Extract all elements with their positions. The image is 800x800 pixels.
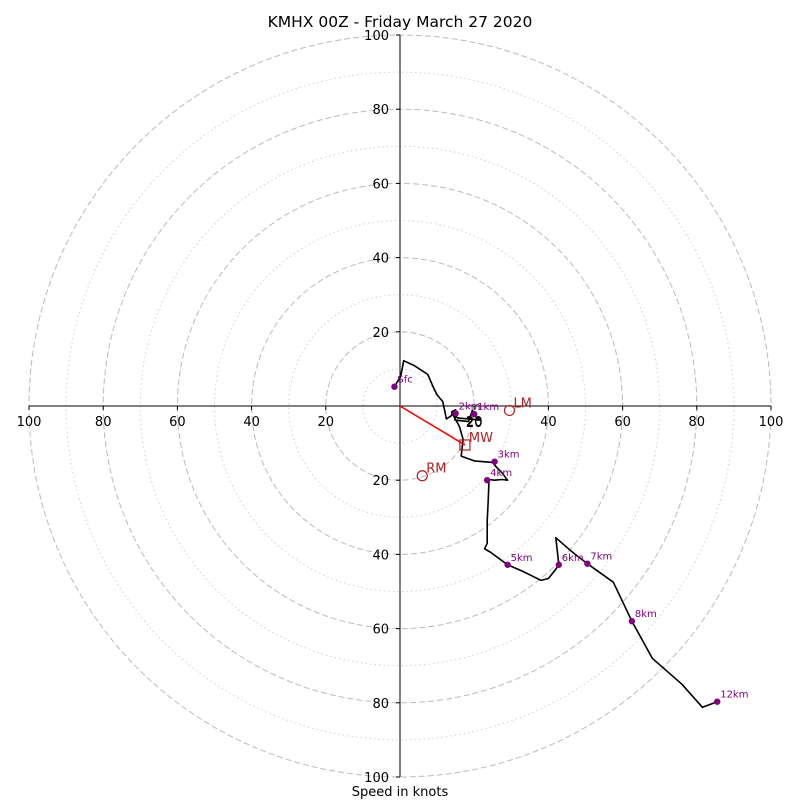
chart-title: KMHX 00Z - Friday March 27 2020 xyxy=(268,13,533,31)
height-label-4km: 4km xyxy=(490,468,512,479)
x-tick-label: 40 xyxy=(540,415,557,430)
x-tick-label: 20 xyxy=(318,415,335,430)
height-label-3km: 3km xyxy=(498,450,520,461)
height-label-12km: 12km xyxy=(720,690,748,701)
y-tick-label: 100 xyxy=(364,771,389,786)
y-tick-label: 40 xyxy=(372,252,389,267)
height-point-2km xyxy=(452,410,459,417)
height-point-6km xyxy=(555,561,562,568)
storm-motion-lm-marker xyxy=(503,404,516,417)
height-point-7km xyxy=(584,560,591,567)
y-tick-label: 100 xyxy=(364,29,389,44)
x-tick-label: 100 xyxy=(17,415,42,430)
height-label-6km: 6km xyxy=(562,553,584,564)
x-tick-label: 60 xyxy=(614,415,631,430)
storm-motion-rm-marker xyxy=(416,470,428,482)
storm-motion-mw-label: MW xyxy=(469,431,493,446)
storm-motion-rm-label: RM xyxy=(426,462,446,477)
height-point-5km xyxy=(504,561,511,568)
height-label-sfc: Sfc xyxy=(397,375,412,386)
height-point-3km xyxy=(491,458,498,465)
x-axis-label: Speed in knots xyxy=(352,785,449,800)
height-label-1km: 1km xyxy=(477,402,499,413)
y-tick-label: 60 xyxy=(372,177,389,192)
height-point-12km xyxy=(714,698,721,705)
x-tick-label: 100 xyxy=(759,415,784,430)
height-point-sfc xyxy=(391,383,398,390)
height-label-8km: 8km xyxy=(635,609,657,620)
wind-trace xyxy=(393,359,718,709)
height-point-1km xyxy=(471,410,478,418)
x-tick-label: 80 xyxy=(95,415,112,430)
mean-wind-vector xyxy=(399,405,466,446)
y-tick-label: 80 xyxy=(372,103,389,118)
height-label-5km: 5km xyxy=(511,553,533,564)
storm-motion-lm-label: LM xyxy=(513,396,531,411)
height-point-4km xyxy=(483,477,491,484)
y-tick-label: 80 xyxy=(372,697,389,712)
height-label-7km: 7km xyxy=(590,552,612,563)
height-label-2km: 2km xyxy=(459,401,481,412)
storm-motion-group: LM MW RM xyxy=(399,396,532,482)
storm-motion-mw-marker xyxy=(459,439,471,451)
y-tick-label: 20 xyxy=(372,474,389,489)
x-tick-label: 40 xyxy=(243,415,260,430)
y-tick-label: 20 xyxy=(372,326,389,341)
height-point-8km xyxy=(628,617,636,625)
x-tick-label: 60 xyxy=(169,415,186,430)
wind-trace-group xyxy=(393,359,718,709)
x-tick-label: 80 xyxy=(689,415,706,430)
y-tick-label: 40 xyxy=(372,548,389,563)
y-tick-label: 60 xyxy=(372,623,389,638)
